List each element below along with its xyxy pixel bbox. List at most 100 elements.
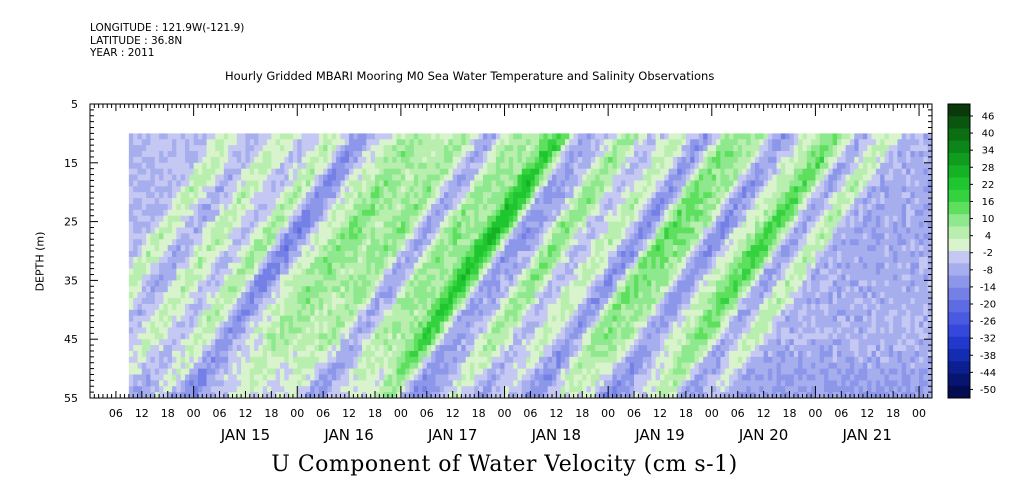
heatmap-cell: [241, 251, 246, 258]
heatmap-cell: [547, 174, 553, 181]
heatmap-cell: [517, 156, 523, 164]
heatmap-cell: [573, 168, 579, 175]
heatmap-cell: [474, 145, 480, 152]
heatmap-cell: [400, 251, 406, 258]
heatmap-cell: [547, 209, 553, 217]
heatmap-cell: [271, 327, 277, 334]
heatmap-cell: [387, 333, 393, 340]
heatmap-cell: [495, 350, 501, 358]
heatmap-cell: [232, 321, 238, 328]
heatmap-cell: [245, 198, 251, 205]
heatmap-cell: [534, 209, 540, 217]
heatmap-cell: [418, 321, 423, 328]
heatmap-cell: [206, 209, 212, 217]
heatmap-cell: [573, 274, 579, 281]
heatmap-cell: [552, 156, 557, 164]
heatmap-cell: [210, 303, 216, 311]
heatmap-cell: [560, 168, 566, 175]
heatmap-cell: [556, 356, 562, 364]
heatmap-cell: [279, 239, 285, 246]
heatmap-cell: [258, 327, 264, 334]
heatmap-cell: [599, 286, 605, 293]
heatmap-cell: [517, 392, 523, 398]
heatmap-cell: [392, 251, 397, 258]
heatmap-cell: [340, 186, 346, 193]
heatmap-cell: [279, 280, 285, 287]
heatmap-cell: [366, 339, 372, 346]
heatmap-cell: [197, 280, 203, 287]
heatmap-cell: [210, 339, 216, 346]
heatmap-cell: [267, 209, 272, 217]
heatmap-cell: [318, 362, 324, 369]
heatmap-cell: [370, 233, 376, 240]
heatmap-cell: [163, 268, 169, 275]
heatmap-cell: [301, 186, 307, 193]
heatmap-cell: [357, 245, 363, 252]
heatmap-cell: [469, 186, 475, 193]
heatmap-cell: [599, 145, 605, 152]
heatmap-cell: [206, 233, 212, 240]
heatmap-cell: [500, 356, 505, 364]
heatmap-cell: [219, 356, 225, 364]
heatmap-cell: [482, 245, 488, 252]
heatmap-cell: [504, 198, 510, 205]
heatmap-cell: [219, 327, 225, 334]
heatmap-cell: [336, 286, 341, 293]
heatmap-cell: [362, 198, 367, 205]
heatmap-cell: [189, 233, 195, 240]
heatmap-cell: [444, 392, 449, 398]
heatmap-cell: [508, 374, 514, 381]
heatmap-cell: [513, 239, 518, 246]
heatmap-cell: [547, 333, 553, 340]
heatmap-cell: [340, 168, 346, 175]
heatmap-cell: [197, 245, 203, 252]
heatmap-cell: [245, 133, 251, 140]
heatmap-cell: [128, 274, 134, 281]
heatmap-cell: [154, 292, 160, 299]
heatmap-cell: [292, 139, 298, 146]
heatmap-cell: [534, 245, 540, 252]
heatmap-cell: [206, 339, 212, 346]
heatmap-cell: [232, 392, 238, 398]
heatmap-cell: [374, 215, 380, 222]
heatmap-cell: [146, 262, 151, 270]
heatmap-cell: [508, 350, 514, 358]
heatmap-cell: [197, 209, 203, 217]
heatmap-cell: [405, 392, 410, 398]
heatmap-cell: [223, 262, 229, 270]
heatmap-cell: [465, 162, 471, 170]
heatmap-cell: [431, 298, 436, 305]
heatmap-cell: [461, 139, 467, 146]
heatmap-cell: [547, 198, 553, 205]
heatmap-cell: [275, 362, 281, 369]
heatmap-cell: [374, 356, 380, 364]
heatmap-cell: [275, 209, 281, 217]
heatmap-cell: [409, 339, 415, 346]
heatmap-cell: [219, 139, 225, 146]
heatmap-cell: [223, 215, 229, 222]
heatmap-cell: [569, 203, 575, 211]
heatmap-cell: [392, 221, 397, 228]
heatmap-cell: [146, 239, 151, 246]
heatmap-cell: [362, 209, 367, 217]
heatmap-cell: [491, 186, 497, 193]
heatmap-cell: [245, 298, 251, 305]
heatmap-cell: [206, 368, 212, 375]
heatmap-cell: [262, 321, 268, 328]
heatmap-cell: [310, 292, 315, 299]
heatmap-cell: [154, 174, 160, 181]
heatmap-cell: [279, 374, 285, 381]
heatmap-cell: [292, 274, 298, 281]
heatmap-cell: [284, 262, 290, 270]
heatmap-cell: [159, 256, 164, 264]
heatmap-cell: [223, 321, 229, 328]
heatmap-cell: [495, 268, 501, 275]
heatmap-cell: [435, 256, 441, 264]
heatmap-cell: [465, 133, 471, 140]
heatmap-cell: [504, 239, 510, 246]
heatmap-cell: [439, 192, 445, 199]
heatmap-cell: [245, 274, 251, 281]
heatmap-cell: [206, 133, 212, 140]
heatmap-cell: [564, 321, 570, 328]
heatmap-cell: [133, 198, 138, 205]
